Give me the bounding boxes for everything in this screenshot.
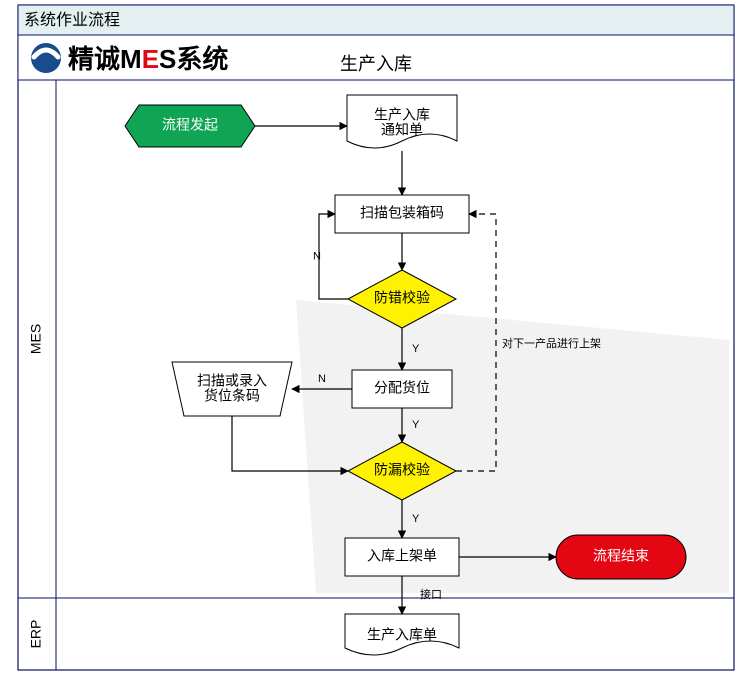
lane-label: MES — [28, 324, 44, 354]
node-notice: 生产入库通知单 — [347, 95, 457, 148]
svg-text:生产入库通知单: 生产入库通知单 — [374, 106, 430, 137]
svg-text:生产入库单: 生产入库单 — [367, 627, 437, 643]
node-end: 流程结束 — [556, 535, 686, 579]
svg-text:防漏校验: 防漏校验 — [374, 462, 430, 478]
svg-text:流程发起: 流程发起 — [162, 117, 218, 133]
svg-text:流程结束: 流程结束 — [593, 548, 649, 564]
svg-text:扫描或录入货位条码: 扫描或录入货位条码 — [197, 372, 267, 403]
node-shelf: 入库上架单 — [345, 538, 459, 576]
svg-text:Y: Y — [412, 343, 420, 355]
svg-text:系统作业流程: 系统作业流程 — [24, 11, 120, 29]
svg-text:防错校验: 防错校验 — [374, 290, 430, 306]
svg-text:N: N — [318, 373, 326, 385]
node-scan_loc: 扫描或录入货位条码 — [172, 362, 292, 416]
svg-text:对下一产品进行上架: 对下一产品进行上架 — [502, 336, 601, 350]
brand-text: 精诚MES系统 — [68, 44, 228, 74]
lane-label: ERP — [28, 620, 44, 649]
node-scan_box: 扫描包装箱码 — [335, 195, 469, 233]
svg-text:生产入库: 生产入库 — [340, 54, 412, 74]
svg-text:Y: Y — [412, 513, 420, 525]
svg-text:接口: 接口 — [420, 588, 442, 601]
svg-text:N: N — [313, 250, 321, 262]
svg-text:分配货位: 分配货位 — [374, 380, 430, 396]
header-bar — [18, 5, 734, 35]
node-start: 流程发起 — [125, 105, 255, 147]
node-erp_doc: 生产入库单 — [345, 614, 459, 655]
node-alloc: 分配货位 — [352, 370, 452, 408]
svg-text:入库上架单: 入库上架单 — [367, 548, 437, 564]
svg-text:Y: Y — [412, 419, 420, 431]
svg-text:扫描包装箱码: 扫描包装箱码 — [360, 205, 444, 221]
flowchart-canvas: 系统作业流程精诚MES系统 生产入库 MES ERP 流程发起 生产入库通知单扫描包装箱码… — [0, 0, 752, 675]
logo-icon — [31, 43, 61, 73]
